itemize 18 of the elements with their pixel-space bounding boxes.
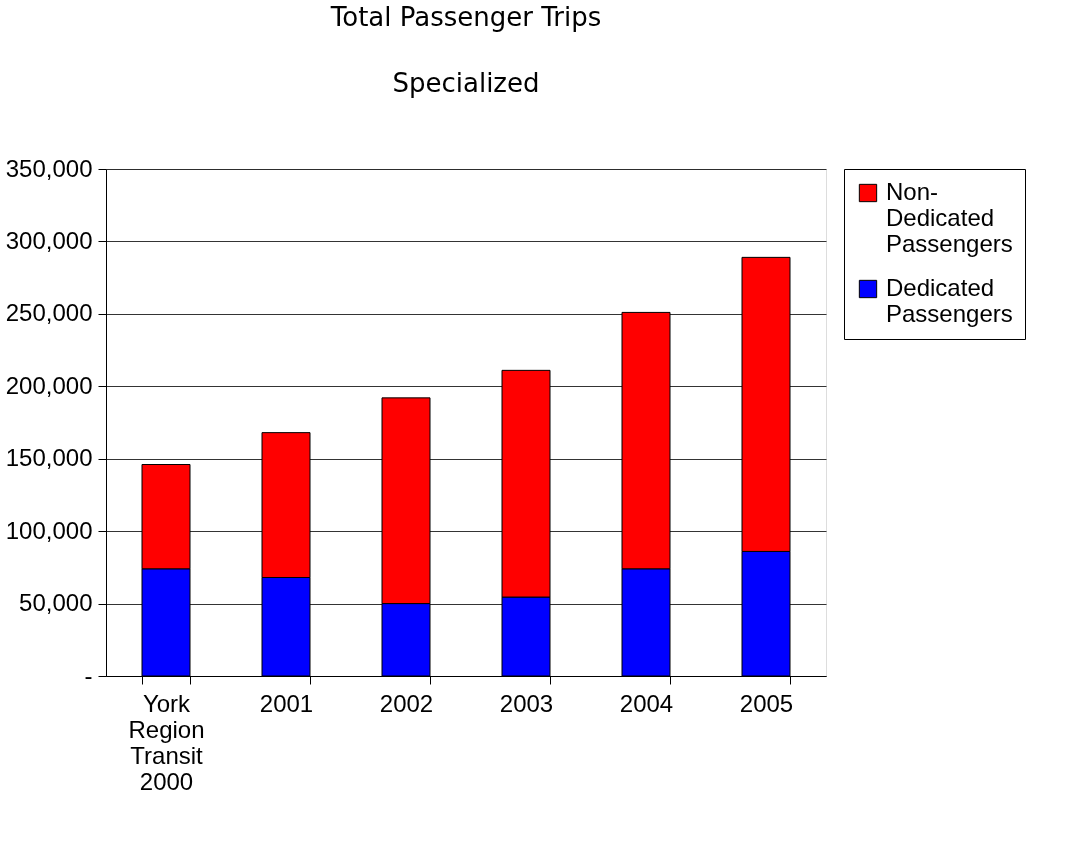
y-tick-label: -	[84, 661, 93, 689]
chart-title: Total Passenger Trips	[329, 2, 602, 32]
chart-subtitle: Specialized	[392, 68, 540, 98]
y-tick-label: 100,000	[5, 516, 93, 544]
legend-label: Dedicated Passengers	[886, 274, 1013, 327]
y-tick-label: 200,000	[5, 371, 93, 399]
y-tick-label: 250,000	[5, 299, 93, 327]
y-tick-label: 50,000	[19, 589, 93, 617]
legend-label: Non-Dedicated Passengers	[886, 178, 1013, 257]
y-tick-label: 150,000	[5, 444, 93, 472]
x-tick-label: 2004	[619, 689, 674, 717]
x-tick-label: York Region Transit 2000	[128, 689, 205, 795]
y-tick-label: 350,000	[5, 154, 93, 182]
x-tick-label: 2003	[499, 689, 554, 717]
x-tick-label: 2002	[379, 689, 434, 717]
x-tick-label: 2001	[259, 689, 314, 717]
y-tick-label: 300,000	[5, 226, 93, 254]
x-tick-label: 2005	[739, 689, 794, 717]
